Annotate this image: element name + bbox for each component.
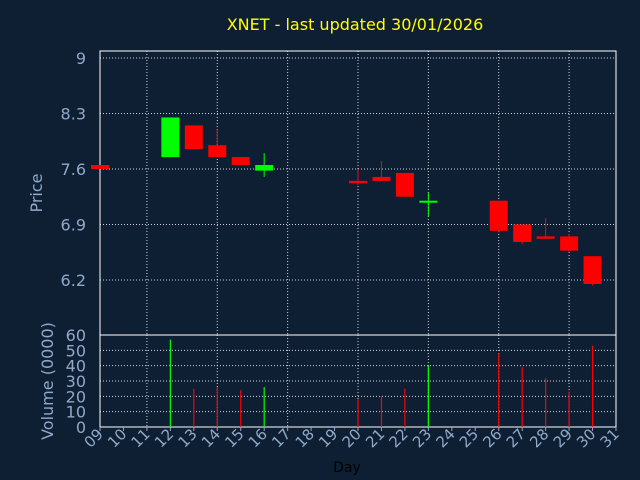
day-tick-label: 29: [550, 425, 576, 451]
candles: [91, 117, 602, 286]
day-tick-label: 19: [315, 425, 341, 451]
candle-down: [91, 165, 109, 169]
day-tick-label: 30: [573, 425, 599, 451]
candle-down: [489, 200, 508, 231]
candle-up: [161, 117, 180, 158]
price-tick-label: 8.3: [61, 105, 86, 124]
price-axis-label: Price: [27, 173, 46, 212]
price-tick-label: 9: [76, 49, 86, 68]
candle-down: [231, 157, 250, 166]
candle-down: [184, 125, 203, 150]
day-tick-label: 22: [386, 425, 412, 451]
candle-down: [583, 256, 602, 284]
volume-tick-label: 20: [66, 387, 86, 406]
day-tick-label: 31: [597, 425, 623, 451]
day-tick-label: 12: [151, 425, 177, 451]
candle-up: [255, 165, 274, 171]
candle-down: [513, 224, 532, 242]
volume-tick-label: 10: [66, 403, 86, 422]
day-tick-label: 10: [104, 425, 130, 451]
day-tick-label: 20: [339, 425, 365, 451]
volume-tick-label: 40: [66, 357, 86, 376]
volume-tick-label: 0: [76, 418, 86, 437]
volume-tick-label: 60: [66, 326, 86, 345]
price-gridlines: [100, 51, 616, 335]
candle-up: [419, 200, 438, 203]
day-tick-label: 11: [128, 425, 154, 451]
price-tick-label: 6.2: [61, 271, 86, 290]
day-tick-label: 17: [268, 425, 294, 451]
day-tick-label: 26: [479, 425, 505, 451]
day-tick-label: 15: [221, 425, 247, 451]
volume-bars: [169, 339, 594, 427]
day-tick-label: 13: [174, 425, 200, 451]
day-tick-label: 24: [432, 425, 458, 451]
day-tick-label: 25: [456, 425, 482, 451]
day-tick-label: 21: [362, 425, 388, 451]
volume-axis-label: Volume (0000): [38, 322, 57, 440]
candle-down: [560, 236, 579, 251]
day-tick-label: 27: [503, 425, 529, 451]
candle-down: [395, 172, 414, 197]
candle-down: [536, 236, 555, 239]
candle-down: [208, 145, 227, 158]
day-tick-label: 16: [245, 425, 271, 451]
day-tick-label: 23: [409, 425, 435, 451]
candle-down: [372, 176, 391, 181]
day-tick-label: 28: [526, 425, 552, 451]
day-tick-label: 18: [292, 425, 318, 451]
volume-tick-label: 30: [66, 372, 86, 391]
price-panel: 9 8.3 7.6 6.9 6.2 Price: [27, 49, 617, 336]
day-axis-label: Day: [333, 460, 361, 476]
price-tick-label: 6.9: [61, 216, 86, 235]
candle-down: [349, 180, 367, 184]
day-tick-label: 14: [198, 425, 224, 451]
price-tick-label: 7.6: [61, 160, 86, 179]
day-axis-ticks: 0910111213141516171819202122232425262728…: [81, 425, 623, 451]
volume-tick-label: 50: [66, 341, 86, 360]
price-axis-ticks: 9 8.3 7.6 6.9 6.2: [61, 49, 86, 290]
chart-title: XNET - last updated 30/01/2026: [227, 15, 484, 34]
